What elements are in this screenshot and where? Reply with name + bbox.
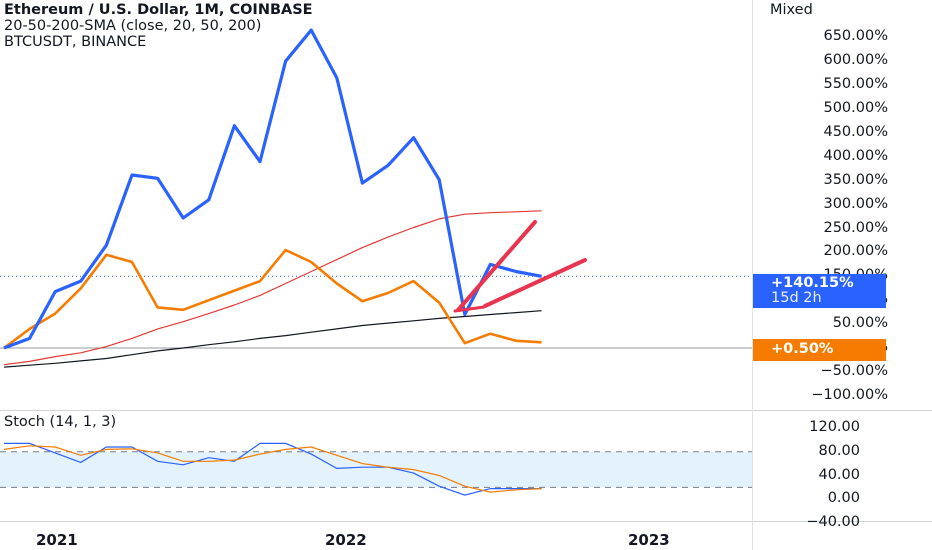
price-axis-tick: 450.00% xyxy=(823,123,888,140)
price-axis-tick: 200.00% xyxy=(823,243,888,260)
price-axis-tick: 250.00% xyxy=(823,219,888,236)
price-axis-tick: 50.00% xyxy=(832,315,888,332)
eth-line[interactable] xyxy=(3,28,542,350)
price-axis-tick: 500.00% xyxy=(823,100,888,116)
trendline-drawing[interactable] xyxy=(483,258,587,308)
eth-value-text: +140.15% xyxy=(771,275,854,291)
price-axis-tick: 550.00% xyxy=(823,76,888,93)
time-axis-label-2023: 2023 xyxy=(628,531,670,549)
price-axis-tick: −100.00% xyxy=(811,386,888,403)
price-axis-divider xyxy=(752,0,753,550)
chart-legend: Ethereum / U.S. Dollar, 1M, COINBASE 20-… xyxy=(4,2,313,50)
panel-divider[interactable] xyxy=(0,410,932,411)
price-axis-tick: −50.00% xyxy=(820,362,888,379)
stoch-chart-svg[interactable] xyxy=(0,411,752,520)
main-chart-svg[interactable] xyxy=(0,0,752,410)
stoch-axis-tick: 0.00 xyxy=(827,490,860,507)
price-axis-tick: 400.00% xyxy=(823,147,888,164)
stoch-band-background xyxy=(0,451,752,488)
trendline-drawing[interactable] xyxy=(456,220,537,312)
stoch-k-line[interactable] xyxy=(4,442,542,496)
bar-countdown-text: 15d 2h xyxy=(771,290,822,306)
btc-last-value-badge: +0.50% xyxy=(753,339,886,361)
price-axis-tick: 650.00% xyxy=(823,28,888,45)
stoch-axis-tick: −40.00 xyxy=(806,514,860,530)
stoch-axis-tick: 120.00 xyxy=(809,419,860,435)
time-axis-label-2022: 2022 xyxy=(325,531,367,549)
btc-value-text: +0.50% xyxy=(771,341,834,357)
price-axis-tick: 300.00% xyxy=(823,195,888,212)
stoch-axis-tick: 40.00 xyxy=(818,466,860,483)
legend-symbol-title[interactable]: Ethereum / U.S. Dollar, 1M, COINBASE xyxy=(4,2,313,18)
price-axis-tick: 350.00% xyxy=(823,171,888,188)
eth-last-value-badge: +140.15% 15d 2h xyxy=(753,274,886,308)
trendline-drawing[interactable] xyxy=(453,305,486,313)
time-axis-divider xyxy=(0,521,932,522)
scale-mode-label[interactable]: Mixed xyxy=(770,2,813,18)
sma50-line[interactable] xyxy=(3,310,542,368)
stoch-panel[interactable] xyxy=(0,411,752,520)
legend-compare-symbol[interactable]: BTCUSDT, BINANCE xyxy=(4,34,147,50)
stoch-axis-tick: 80.00 xyxy=(818,442,860,459)
btc-line[interactable] xyxy=(3,248,542,350)
sma20-line[interactable] xyxy=(3,210,542,366)
stoch-legend[interactable]: Stoch (14, 1, 3) xyxy=(4,414,117,430)
legend-sma-indicator[interactable]: 20-50-200-SMA (close, 20, 50, 200) xyxy=(4,18,262,34)
main-chart-panel[interactable] xyxy=(0,0,752,410)
price-axis-tick: 600.00% xyxy=(823,52,888,69)
stoch-d-line[interactable] xyxy=(3,445,542,493)
time-axis-label-2021: 2021 xyxy=(36,531,78,549)
